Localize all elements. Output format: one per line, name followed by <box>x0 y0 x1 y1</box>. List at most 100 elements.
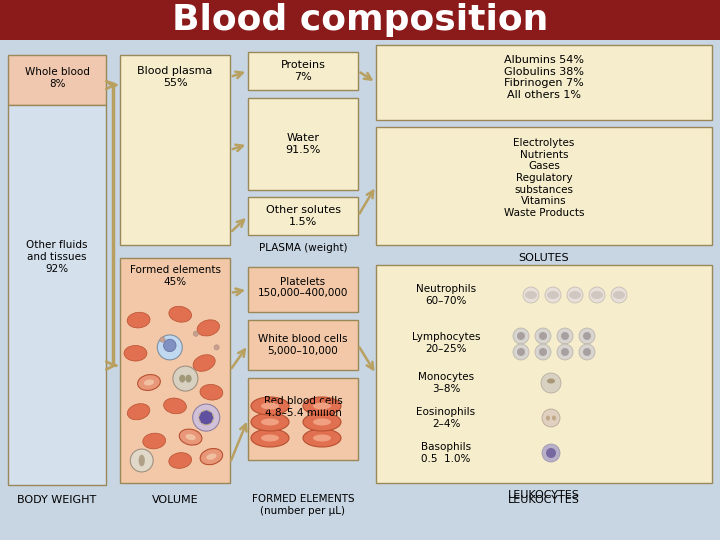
Text: PLASMA (weight): PLASMA (weight) <box>258 243 347 253</box>
Circle shape <box>193 331 199 336</box>
Ellipse shape <box>525 291 537 299</box>
Circle shape <box>535 344 551 360</box>
Ellipse shape <box>313 418 331 426</box>
Circle shape <box>193 404 220 431</box>
Ellipse shape <box>127 404 150 420</box>
Ellipse shape <box>197 320 220 336</box>
Ellipse shape <box>207 454 217 460</box>
Text: Albumins 54%
Globulins 38%
Fibrinogen 7%
All others 1%: Albumins 54% Globulins 38% Fibrinogen 7%… <box>504 55 584 100</box>
Ellipse shape <box>138 375 161 390</box>
Ellipse shape <box>303 413 341 431</box>
Ellipse shape <box>261 418 279 426</box>
Ellipse shape <box>261 435 279 442</box>
Bar <box>120 55 230 245</box>
Ellipse shape <box>169 306 192 322</box>
Ellipse shape <box>144 380 154 386</box>
Text: Other solutes
1.5%: Other solutes 1.5% <box>266 205 341 227</box>
Bar <box>248 98 358 190</box>
Circle shape <box>130 449 153 472</box>
Circle shape <box>158 335 182 360</box>
Circle shape <box>542 444 560 462</box>
Circle shape <box>523 287 539 303</box>
Text: Basophils
0.5  1.0%: Basophils 0.5 1.0% <box>421 442 471 464</box>
Circle shape <box>173 366 198 391</box>
Ellipse shape <box>313 435 331 442</box>
Circle shape <box>517 332 525 340</box>
Text: LEUKOCYTES: LEUKOCYTES <box>508 495 580 505</box>
Bar <box>248 320 358 370</box>
Circle shape <box>589 287 605 303</box>
Text: Lymphocytes
20–25%: Lymphocytes 20–25% <box>412 332 480 354</box>
Ellipse shape <box>200 449 222 465</box>
Circle shape <box>199 410 213 425</box>
Bar <box>376 45 712 120</box>
Text: Water
91.5%: Water 91.5% <box>285 133 320 155</box>
Ellipse shape <box>251 429 289 447</box>
Circle shape <box>539 332 547 340</box>
Circle shape <box>561 332 569 340</box>
Bar <box>8 55 106 105</box>
Bar <box>8 105 106 485</box>
Circle shape <box>539 348 547 356</box>
Circle shape <box>160 337 165 342</box>
Text: Blood composition: Blood composition <box>172 3 548 37</box>
Ellipse shape <box>613 291 625 299</box>
Text: LEUKOCYTES: LEUKOCYTES <box>508 490 580 500</box>
Ellipse shape <box>138 455 145 467</box>
Circle shape <box>541 373 561 393</box>
Text: Eosinophils
2–4%: Eosinophils 2–4% <box>416 407 476 429</box>
Ellipse shape <box>547 291 559 299</box>
Ellipse shape <box>186 375 192 382</box>
Ellipse shape <box>251 413 289 431</box>
Text: Proteins
7%: Proteins 7% <box>281 60 325 82</box>
Ellipse shape <box>303 429 341 447</box>
Bar <box>248 378 358 460</box>
Circle shape <box>542 409 560 427</box>
Ellipse shape <box>251 397 289 415</box>
Ellipse shape <box>124 346 147 361</box>
Text: Platelets
150,000–400,000: Platelets 150,000–400,000 <box>258 276 348 298</box>
Circle shape <box>546 448 556 458</box>
Ellipse shape <box>127 312 150 328</box>
Ellipse shape <box>179 375 186 382</box>
Bar <box>120 258 230 483</box>
Bar <box>248 197 358 235</box>
Ellipse shape <box>179 429 202 445</box>
Ellipse shape <box>261 402 279 409</box>
Circle shape <box>163 339 176 352</box>
Ellipse shape <box>569 291 581 299</box>
Ellipse shape <box>303 397 341 415</box>
Circle shape <box>579 328 595 344</box>
Circle shape <box>545 287 561 303</box>
Ellipse shape <box>313 402 331 409</box>
Text: SOLUTES: SOLUTES <box>518 253 570 263</box>
Ellipse shape <box>552 415 556 421</box>
Circle shape <box>513 344 529 360</box>
Circle shape <box>579 344 595 360</box>
Ellipse shape <box>547 379 555 383</box>
Ellipse shape <box>200 384 222 400</box>
Bar <box>248 52 358 90</box>
Ellipse shape <box>163 398 186 414</box>
Text: Electrolytes
Nutrients
Gases
Regulatory
substances
Vitamins
Waste Products: Electrolytes Nutrients Gases Regulatory … <box>504 138 584 218</box>
Ellipse shape <box>546 415 550 421</box>
Ellipse shape <box>143 433 166 449</box>
Circle shape <box>535 328 551 344</box>
Circle shape <box>557 344 573 360</box>
Text: Neutrophils
60–70%: Neutrophils 60–70% <box>416 284 476 306</box>
Circle shape <box>583 332 591 340</box>
Text: Blood plasma
55%: Blood plasma 55% <box>138 66 212 88</box>
Ellipse shape <box>168 453 192 468</box>
Bar <box>0 0 720 40</box>
Text: Monocytes
3–8%: Monocytes 3–8% <box>418 372 474 394</box>
Bar <box>376 127 712 245</box>
Text: BODY WEIGHT: BODY WEIGHT <box>17 495 96 505</box>
Text: White blood cells
5,000–10,000: White blood cells 5,000–10,000 <box>258 334 348 356</box>
Circle shape <box>561 348 569 356</box>
Circle shape <box>611 287 627 303</box>
Text: Whole blood
8%: Whole blood 8% <box>24 67 89 89</box>
Ellipse shape <box>193 355 215 372</box>
Circle shape <box>513 328 529 344</box>
Circle shape <box>583 348 591 356</box>
Text: VOLUME: VOLUME <box>152 495 198 505</box>
